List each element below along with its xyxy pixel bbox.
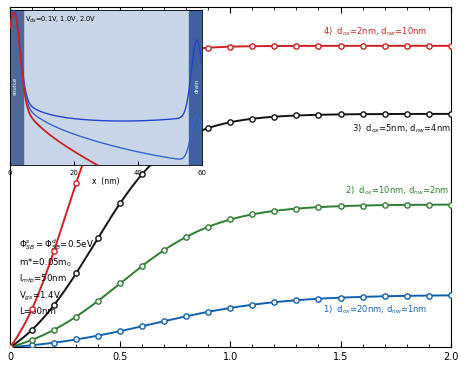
Text: $\Phi^s_{SB}$$= \Phi^d_{SB}$=0.5eV
m*=0.05m$_0$
l$_{mfp}$=50nm
V$_{gs}$=1.4V
L=6: $\Phi^s_{SB}$$= \Phi^d_{SB}$=0.5eV m*=0.… (19, 237, 94, 316)
Text: 3)  d$_{ox}$=5nm, d$_{nw}$=4nm: 3) d$_{ox}$=5nm, d$_{nw}$=4nm (352, 123, 451, 135)
Text: 1)  d$_{ox}$=20nm, d$_{nw}$=1nm: 1) d$_{ox}$=20nm, d$_{nw}$=1nm (323, 304, 427, 316)
Text: 4)  d$_{ox}$=2nm, d$_{nw}$=10nm: 4) d$_{ox}$=2nm, d$_{nw}$=10nm (323, 25, 427, 38)
Text: 2)  d$_{ox}$=10nm, d$_{nw}$=2nm: 2) d$_{ox}$=10nm, d$_{nw}$=2nm (345, 184, 449, 197)
